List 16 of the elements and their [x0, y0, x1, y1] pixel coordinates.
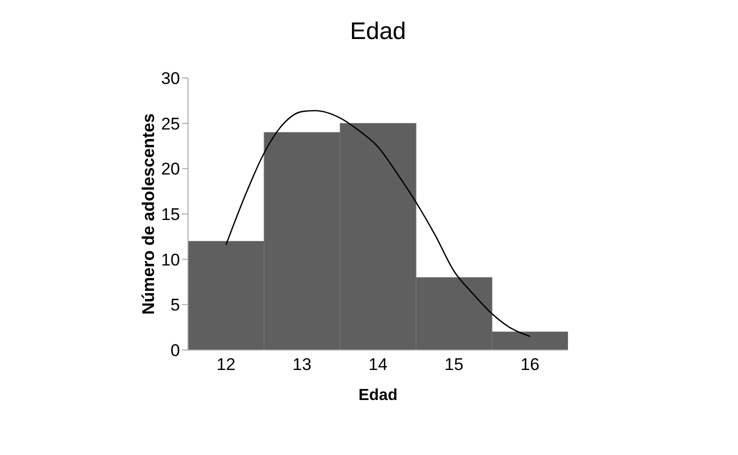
y-axis-title: Número de adolescentes [139, 113, 158, 315]
x-tick-label: 16 [520, 355, 540, 374]
y-tick-label: 5 [170, 296, 180, 315]
y-tick-label: 20 [161, 160, 180, 179]
y-tick-label: 0 [170, 341, 180, 360]
x-tick-label: 13 [292, 355, 312, 374]
line-series [225, 110, 531, 338]
y-tick-label: 10 [161, 250, 180, 270]
x-axis-title: Edad [358, 387, 398, 404]
chart-title: Edad [348, 18, 408, 46]
x-tick-label: 12 [216, 355, 236, 374]
y-tick-label: 25 [161, 114, 180, 134]
y-tick-label: 15 [161, 205, 180, 224]
y-tick-label: 30 [161, 69, 180, 88]
x-tick-label: 15 [444, 355, 464, 374]
x-tick-label: 14 [368, 355, 388, 374]
